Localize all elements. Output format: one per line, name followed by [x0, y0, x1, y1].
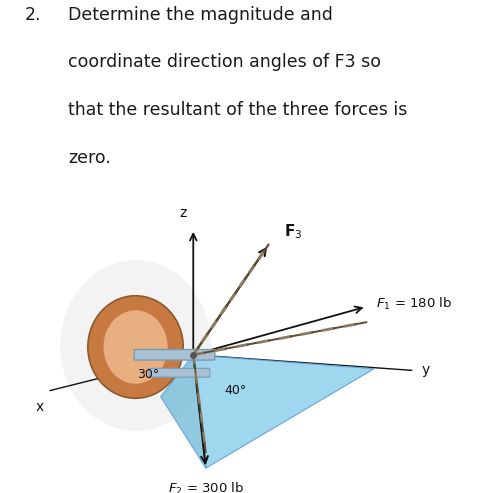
Polygon shape	[193, 355, 373, 468]
Ellipse shape	[103, 310, 168, 385]
Text: x: x	[36, 400, 44, 414]
Ellipse shape	[60, 260, 210, 431]
Text: 30°: 30°	[137, 368, 159, 382]
Ellipse shape	[88, 296, 183, 398]
Text: 40°: 40°	[224, 384, 246, 397]
Text: $\mathbf{F}_3$: $\mathbf{F}_3$	[283, 223, 302, 242]
FancyBboxPatch shape	[149, 368, 209, 377]
Text: $F_1$ = 180 lb: $F_1$ = 180 lb	[376, 295, 452, 312]
Text: coordinate direction angles of F3 so: coordinate direction angles of F3 so	[68, 53, 380, 71]
Text: y: y	[421, 363, 429, 377]
FancyBboxPatch shape	[134, 350, 214, 360]
Text: z: z	[179, 206, 186, 220]
Text: $F_2$ = 300 lb: $F_2$ = 300 lb	[167, 481, 243, 493]
Text: Determine the magnitude and: Determine the magnitude and	[68, 5, 332, 24]
Polygon shape	[160, 355, 205, 468]
Text: that the resultant of the three forces is: that the resultant of the three forces i…	[68, 101, 406, 119]
Text: 2.: 2.	[25, 5, 42, 24]
Text: zero.: zero.	[68, 149, 110, 167]
